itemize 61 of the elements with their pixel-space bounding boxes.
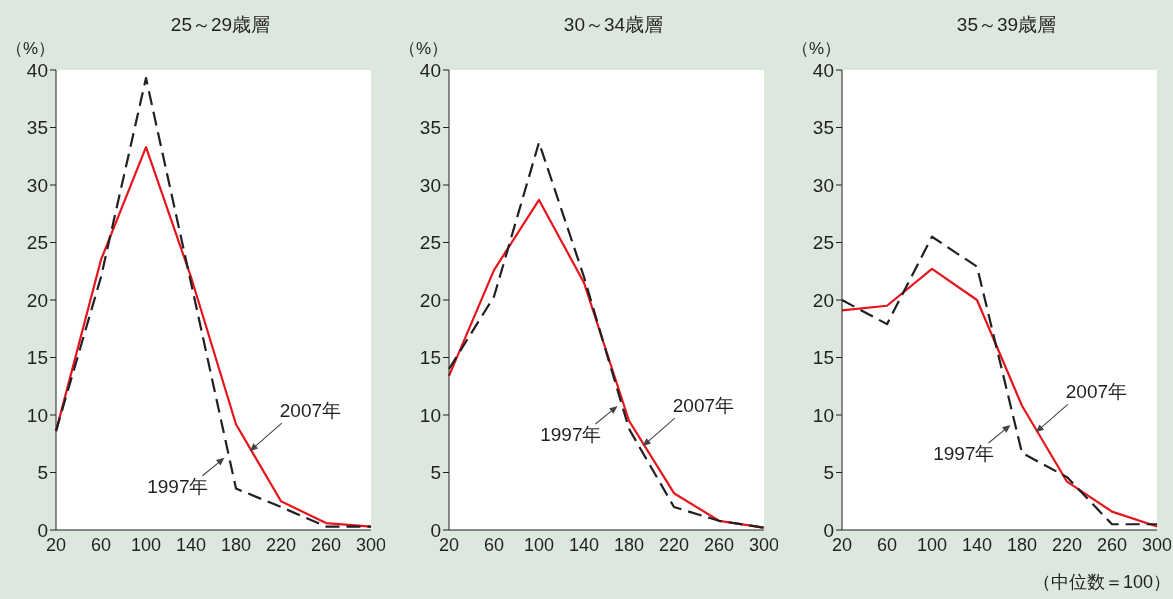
- y-tick-label: 40: [419, 59, 441, 81]
- series-label: 1997年: [147, 475, 209, 497]
- x-tick-label: 180: [220, 534, 252, 555]
- text: 2007年: [1065, 381, 1128, 403]
- y-tick-label: 35: [419, 117, 441, 139]
- x-tick-label: 260: [703, 534, 735, 555]
- x-tick-label: 140: [568, 534, 600, 555]
- y-tick-label: 35: [812, 117, 834, 139]
- y-tick-label: 30: [812, 174, 834, 196]
- y-tick-label: 40: [26, 59, 48, 81]
- y-tick-label: 25: [26, 232, 48, 254]
- y-tick-label: 35: [26, 117, 48, 139]
- x-tick-label: 100: [523, 534, 555, 555]
- x-tick-label: 220: [265, 534, 297, 555]
- y-tick-label: 15: [26, 347, 48, 369]
- x-tick-label: 180: [613, 534, 645, 555]
- chart-title: 30～34歳層: [562, 13, 665, 37]
- y-axis-title: （%）: [6, 39, 56, 58]
- x-tick-label: 60: [876, 534, 898, 555]
- y-tick-label: 30: [419, 174, 441, 196]
- y-tick-label: 25: [812, 232, 834, 254]
- y-axis-title: （%）: [399, 39, 449, 58]
- x-tick-label: 140: [175, 534, 207, 555]
- x-tick-label: 100: [130, 534, 162, 555]
- y-tick-label: 15: [419, 347, 441, 369]
- chart-title: 25～29歳層: [169, 13, 272, 37]
- y-tick-label: 20: [812, 289, 834, 311]
- series-label: 1997年: [540, 424, 602, 446]
- y-tick-label: 10: [812, 404, 834, 426]
- y-tick-label: 10: [419, 404, 441, 426]
- y-tick-label: 15: [812, 347, 834, 369]
- text: 2007年: [672, 395, 735, 417]
- x-tick-label: 260: [310, 534, 342, 555]
- x-tick-label: 100: [916, 534, 948, 555]
- y-tick-label: 0: [37, 519, 48, 541]
- y-tick-label: 40: [812, 59, 834, 81]
- x-tick-label: 140: [961, 534, 993, 555]
- y-tick-label: 20: [419, 289, 441, 311]
- y-tick-label: 0: [823, 519, 834, 541]
- x-tick-label: 220: [1051, 534, 1083, 555]
- y-tick-label: 25: [419, 232, 441, 254]
- x-tick-label: 60: [90, 534, 112, 555]
- y-tick-label: 5: [37, 462, 48, 484]
- y-tick-label: 10: [26, 404, 48, 426]
- x-tick-label: 300: [355, 534, 387, 555]
- y-tick-label: 5: [430, 462, 441, 484]
- x-tick-label: 180: [1006, 534, 1038, 555]
- y-axis-title: （%）: [792, 39, 842, 58]
- series-label: 1997年: [933, 443, 995, 465]
- x-tick-label: 220: [658, 534, 690, 555]
- text: （中位数＝100）: [1032, 571, 1171, 594]
- x-tick-label: 260: [1096, 534, 1128, 555]
- x-tick-label: 300: [1141, 534, 1173, 555]
- y-tick-label: 5: [823, 462, 834, 484]
- text: 2007年: [279, 400, 342, 422]
- y-tick-label: 30: [26, 174, 48, 196]
- x-tick-label: 60: [483, 534, 505, 555]
- x-tick-label: 300: [748, 534, 780, 555]
- y-tick-label: 0: [430, 519, 441, 541]
- chart-title: 35～39歳層: [955, 13, 1058, 37]
- y-tick-label: 20: [26, 289, 48, 311]
